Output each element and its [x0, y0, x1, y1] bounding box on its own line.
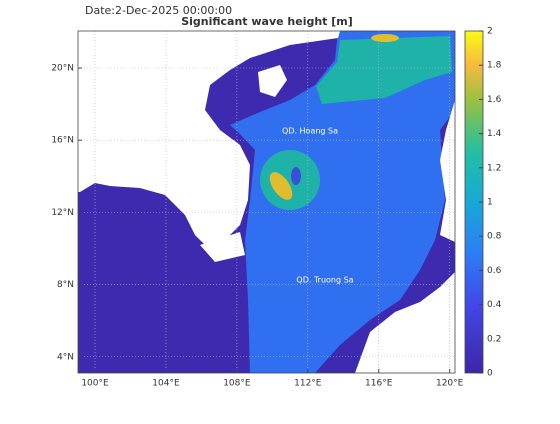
land	[258, 65, 287, 97]
y-tick-label: 20°N	[51, 63, 74, 73]
place-label: QD. Truong Sa	[296, 276, 353, 285]
y-tick-label: 12°N	[51, 208, 74, 218]
colorbar-tick-label: 1.4	[487, 129, 502, 139]
sea-peak	[269, 172, 293, 200]
land	[440, 100, 455, 242]
x-tick-label: 116°E	[365, 379, 393, 389]
x-tick-label: 120°E	[436, 379, 464, 389]
colorbar-tick-label: 1.8	[487, 61, 502, 71]
colorbar-tick-label: 0.6	[487, 266, 502, 276]
x-tick-label: 108°E	[223, 379, 251, 389]
colorbar-tick-label: 1.2	[487, 163, 501, 173]
y-tick-label: 8°N	[57, 280, 74, 290]
x-tick-label: 104°E	[152, 379, 180, 389]
x-tick-label: 100°E	[81, 379, 109, 389]
sea-high	[260, 150, 320, 210]
colorbar-tick-label: 0	[487, 369, 493, 379]
colorbar-tick-label: 1.6	[487, 95, 502, 105]
y-tick-label: 16°N	[51, 136, 74, 146]
title: Significant wave height [m]	[181, 15, 353, 28]
land	[200, 232, 245, 262]
sea-mid	[230, 31, 455, 373]
land	[355, 272, 455, 373]
colorbar-tick-label: 1	[487, 198, 493, 208]
date: Date:2-Dec-2025 00:00:00	[85, 4, 232, 17]
colorbar-tick-label: 2	[487, 27, 493, 37]
sea-high	[316, 36, 452, 104]
colorbar-tick-label: 0.4	[487, 300, 502, 310]
y-tick-label: 4°N	[57, 352, 74, 362]
land	[78, 31, 340, 245]
sea-mid	[291, 167, 301, 185]
sea-peak	[371, 34, 399, 42]
x-tick-label: 112°E	[294, 379, 322, 389]
colorbar-tick-label: 0.2	[487, 334, 501, 344]
colorbar-tick-label: 0.8	[487, 232, 502, 242]
place-label: QD. Hoang Sa	[282, 127, 338, 136]
axes-frame	[77, 30, 456, 374]
map: QD. Hoang Sa QD. Truong Sa	[78, 31, 455, 373]
